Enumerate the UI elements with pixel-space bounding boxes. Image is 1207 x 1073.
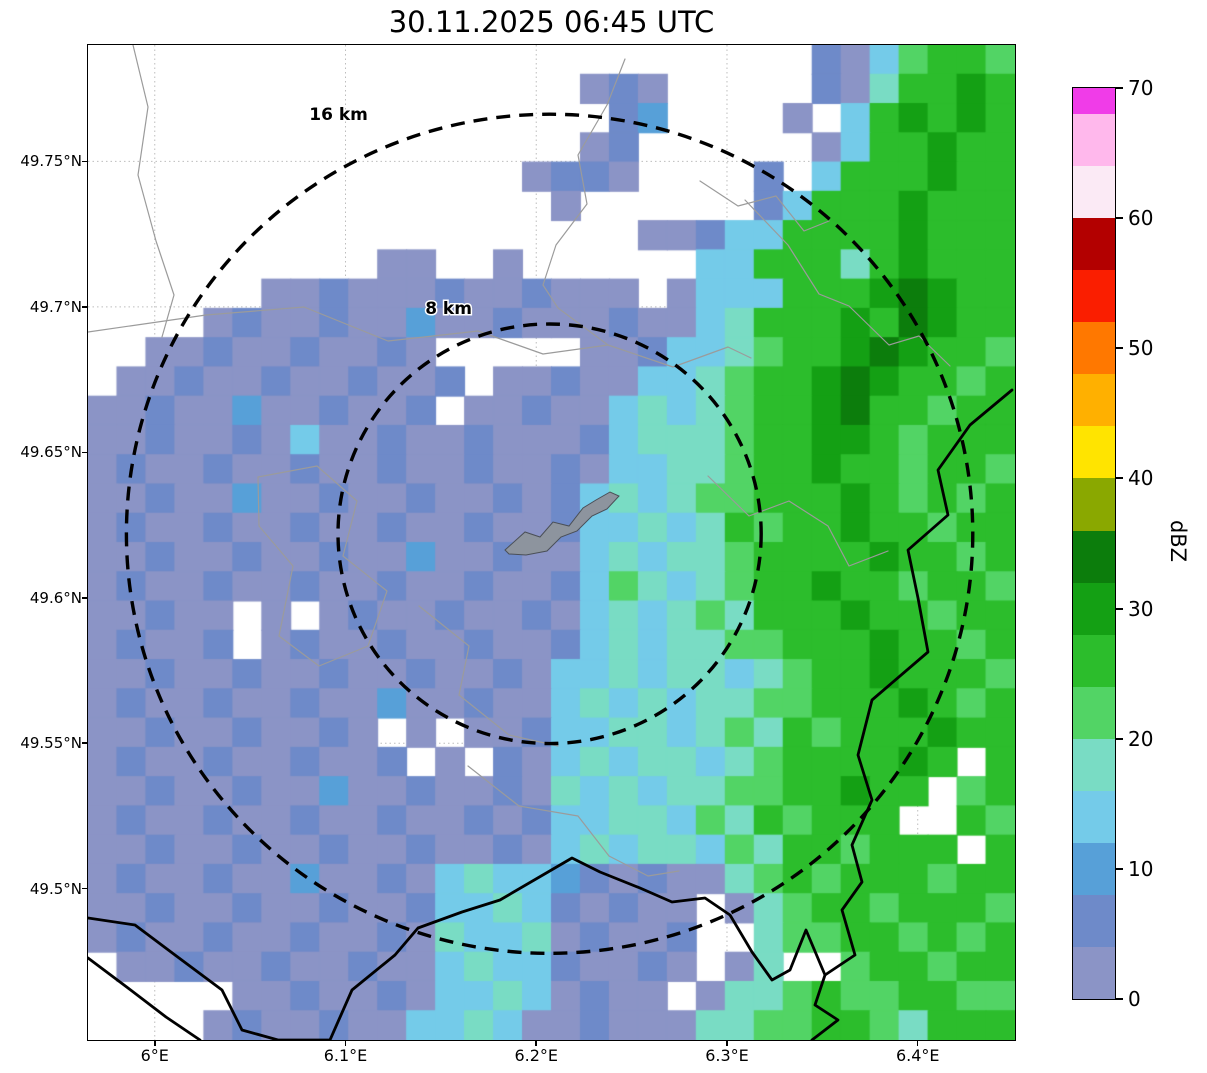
x-tick-mark xyxy=(154,1041,156,1046)
colorbar-segment xyxy=(1073,946,1115,999)
colorbar-tick-mark xyxy=(1116,998,1123,1000)
colorbar-segment xyxy=(1073,738,1115,791)
map-overlay: 16 km 8 km xyxy=(88,45,1014,1040)
city-area-polygon xyxy=(504,491,620,556)
y-tick-label: 49.65°N xyxy=(20,443,82,462)
admin-border xyxy=(88,306,752,368)
colorbar-segment xyxy=(1073,478,1115,531)
admin-border xyxy=(418,605,559,747)
colorbar-segment xyxy=(1073,686,1115,739)
x-tick-label: 6.4°E xyxy=(895,1046,940,1065)
map-plot-area: 16 km 8 km xyxy=(87,44,1016,1041)
colorbar-tick-mark xyxy=(1116,867,1123,870)
colorbar-tick-label: 40 xyxy=(1128,466,1154,491)
admin-border xyxy=(699,180,830,232)
colorbar-tick-mark xyxy=(1116,217,1123,220)
y-tick-label: 49.5°N xyxy=(29,879,82,898)
admin-border xyxy=(542,58,626,346)
colorbar-segment xyxy=(1073,114,1115,167)
colorbar-segment xyxy=(1073,894,1115,947)
x-tick-label: 6.2°E xyxy=(514,1046,559,1065)
range-ring-label-16km: 16 km xyxy=(309,105,368,125)
colorbar-segment xyxy=(1073,88,1115,115)
colorbar-segment xyxy=(1073,270,1115,323)
colorbar-tick-label: 30 xyxy=(1128,596,1154,621)
y-tick-mark xyxy=(82,597,87,599)
colorbar-segment xyxy=(1073,634,1115,687)
x-tick-label: 6°E xyxy=(140,1046,169,1065)
admin-border xyxy=(744,199,951,367)
y-tick-mark xyxy=(82,160,87,163)
colorbar-tick-mark xyxy=(1116,477,1123,480)
country-borders xyxy=(88,388,1014,1040)
x-tick-mark xyxy=(916,1041,919,1046)
country-border-southwest xyxy=(88,956,202,1040)
y-tick-label: 49.7°N xyxy=(29,297,82,316)
colorbar-tick-label: 50 xyxy=(1128,336,1154,361)
colorbar-tick-mark xyxy=(1116,347,1123,350)
y-tick-label: 49.6°N xyxy=(29,588,82,607)
colorbar-label: dBZ xyxy=(1166,519,1190,563)
colorbar-tick-mark xyxy=(1116,607,1123,610)
y-tick-mark xyxy=(82,742,87,744)
colorbar-segment xyxy=(1073,530,1115,583)
colorbar-segment xyxy=(1073,218,1115,271)
y-tick-mark xyxy=(82,451,87,454)
admin-border xyxy=(132,45,175,338)
colorbar-tick-label: 20 xyxy=(1128,726,1154,751)
admin-border xyxy=(707,475,889,567)
y-tick-mark xyxy=(82,887,87,890)
colorbar xyxy=(1072,87,1116,1000)
y-tick-label: 49.75°N xyxy=(20,152,82,171)
x-tick-label: 6.3°E xyxy=(705,1046,749,1065)
colorbar-segment xyxy=(1073,166,1115,219)
y-tick-label: 49.55°N xyxy=(20,734,82,753)
colorbar-tick-label: 0 xyxy=(1128,987,1141,1011)
x-tick-mark xyxy=(344,1041,347,1046)
admin-border xyxy=(467,765,680,877)
range-ring-label-8km: 8 km xyxy=(425,299,472,319)
y-tick-mark xyxy=(82,306,87,308)
range-ring-16km xyxy=(124,112,975,956)
colorbar-segments xyxy=(1073,88,1115,999)
plot-title: 30.11.2025 06:45 UTC xyxy=(388,5,715,39)
colorbar-segment xyxy=(1073,842,1115,895)
admin-borders xyxy=(88,45,951,877)
colorbar-segment xyxy=(1073,322,1115,375)
range-rings: 16 km 8 km xyxy=(124,103,975,956)
colorbar-tick-mark xyxy=(1116,87,1123,89)
range-ring-8km xyxy=(336,322,763,746)
colorbar-tick-label: 70 xyxy=(1128,76,1154,100)
colorbar-tick-mark xyxy=(1116,737,1123,740)
colorbar-segment xyxy=(1073,426,1115,479)
colorbar-segment xyxy=(1073,582,1115,635)
colorbar-segment xyxy=(1073,374,1115,427)
colorbar-tick-label: 60 xyxy=(1128,206,1154,231)
country-border-east xyxy=(810,388,1014,1040)
x-tick-label: 6.1°E xyxy=(323,1046,368,1065)
country-border-south xyxy=(88,856,827,1040)
x-tick-mark xyxy=(535,1041,537,1046)
admin-border xyxy=(257,465,388,667)
colorbar-segment xyxy=(1073,790,1115,843)
x-tick-mark xyxy=(726,1041,728,1046)
colorbar-tick-label: 10 xyxy=(1128,856,1154,881)
